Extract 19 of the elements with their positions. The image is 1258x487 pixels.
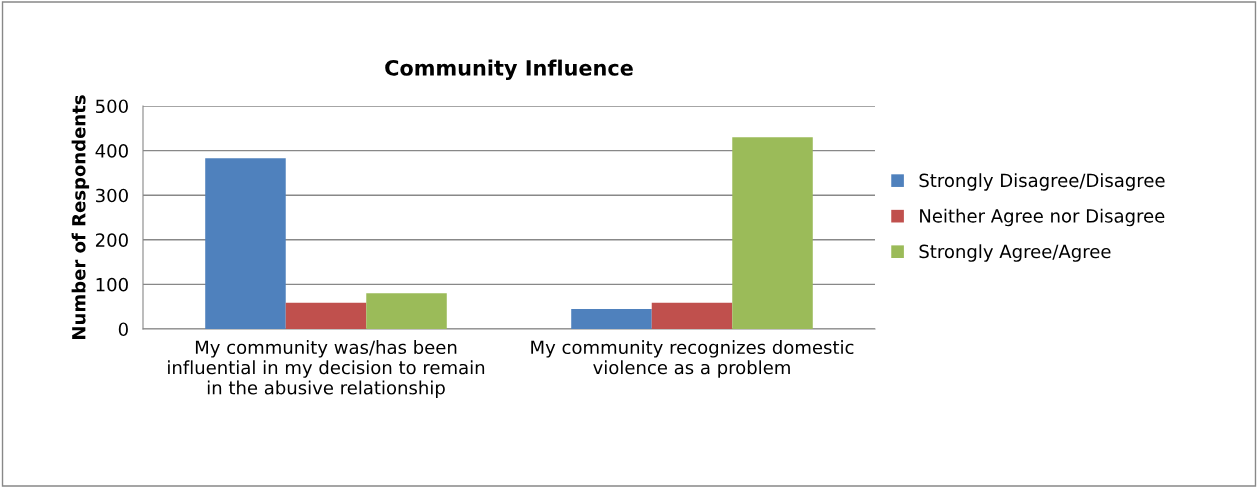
bar [732,137,813,329]
bar [366,293,447,329]
x-tick-label: My community recognizes domestic violence as a problem [531,340,854,378]
y-axis-title: Number of Respondents [71,95,90,339]
y-tick-label: 400 [95,144,128,158]
y-tick-label: 300 [96,188,128,203]
bar [651,302,733,329]
bar [571,308,652,329]
x-tick-label: My community was/has been influential in my decision to remain in the abusive relationship [168,340,485,399]
y-tick-label: 0 [118,322,128,337]
y-tick-label: 100 [96,277,128,292]
y-tick-label: 500 [96,99,128,114]
chart-title: Community Influence [385,59,633,80]
y-tick-label: 200 [95,233,128,247]
bar [205,158,286,329]
bar [285,302,367,329]
legend-label: Strongly Agree/Agree [919,244,1111,262]
legend-label: Neither Agree nor Disagree [920,208,1165,227]
legend-label: Strongly Disagree/Disagree [919,173,1165,191]
